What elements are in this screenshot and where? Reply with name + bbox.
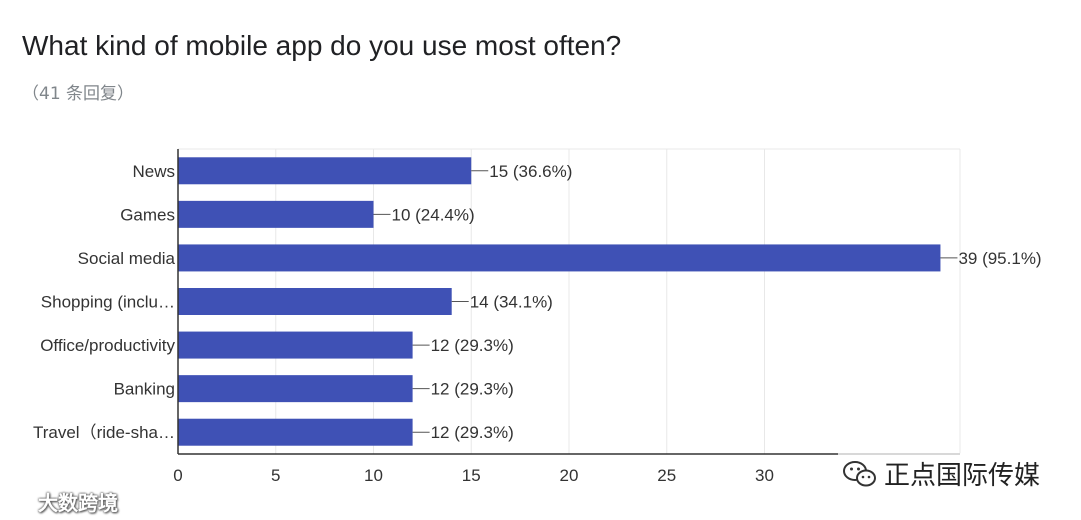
data-label: 15 (36.6%) — [489, 162, 572, 181]
watermark-right-text: 正点国际传媒 — [884, 461, 1041, 491]
watermark-left-text: 大数跨境 — [38, 491, 118, 515]
bar — [178, 331, 413, 359]
category-label: Shopping (inclu… — [41, 293, 175, 312]
data-label: 12 (29.3%) — [431, 380, 514, 399]
chart-title: What kind of mobile app do you use most … — [22, 30, 622, 61]
chat-bubble-icon — [8, 493, 32, 510]
x-tick-label: 0 — [173, 466, 182, 485]
category-label: Travel（ride-sha… — [33, 423, 175, 442]
category-label: Games — [120, 205, 175, 224]
x-tick-label: 15 — [462, 466, 481, 485]
category-label: Office/productivity — [40, 336, 175, 355]
category-label: News — [132, 162, 175, 181]
x-tick-label: 20 — [560, 466, 579, 485]
x-tick-label: 25 — [657, 466, 676, 485]
data-label: 12 (29.3%) — [431, 336, 514, 355]
bar — [178, 157, 472, 185]
wechat-icon — [843, 460, 876, 486]
x-tick-label: 5 — [271, 466, 280, 485]
bar — [178, 244, 941, 272]
data-label: 10 (24.4%) — [392, 205, 475, 224]
category-label: Banking — [114, 380, 175, 399]
x-tick-label: 30 — [755, 466, 774, 485]
data-label: 14 (34.1%) — [470, 293, 553, 312]
response-count: （41 条回复） — [22, 84, 135, 104]
category-label: Social media — [78, 249, 176, 268]
data-label: 39 (95.1%) — [958, 249, 1041, 268]
bar — [178, 288, 452, 315]
bar — [178, 418, 413, 446]
bar — [178, 375, 413, 403]
watermark-left: 大数跨境 — [8, 487, 118, 516]
watermark-right: 正点国际传媒 — [838, 453, 1045, 494]
data-label: 12 (29.3%) — [431, 423, 514, 442]
x-tick-label: 10 — [364, 466, 383, 485]
bar — [178, 200, 374, 228]
